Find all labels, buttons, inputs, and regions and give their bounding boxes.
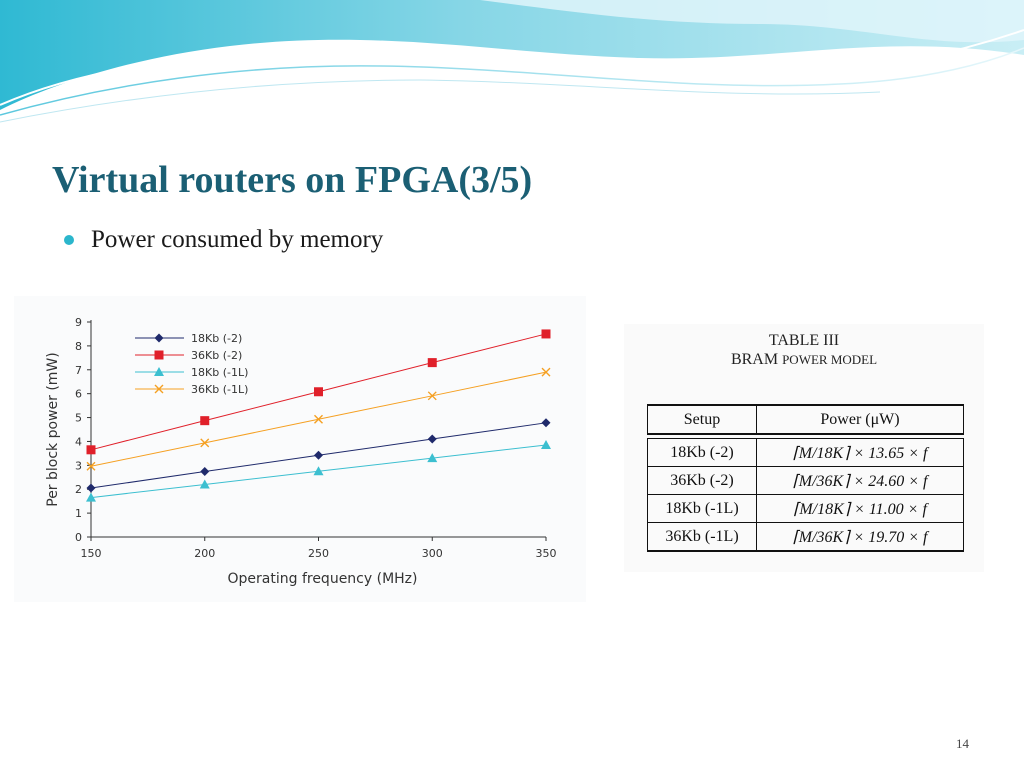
legend-marker bbox=[154, 384, 164, 394]
y-tick-label: 2 bbox=[75, 483, 82, 496]
x-axis-label: Operating frequency (MHz) bbox=[228, 571, 418, 587]
table-caption-title-rest: POWER MODEL bbox=[782, 352, 878, 367]
y-tick-label: 9 bbox=[75, 316, 82, 329]
data-point bbox=[314, 387, 323, 397]
data-point bbox=[427, 391, 437, 401]
data-point bbox=[86, 445, 96, 455]
table-caption-title-first: BRAM bbox=[730, 351, 783, 368]
table-row: 18Kb (-1L) ⌈M/18K⌉ × 11.00 × f bbox=[647, 494, 964, 523]
data-point bbox=[427, 453, 438, 463]
slide-title: Virtual routers on FPGA(3/5) bbox=[52, 159, 533, 201]
bram-power-table: Setup Power (μW) 18Kb (-2) ⌈M/18K⌉ × 13.… bbox=[647, 404, 964, 552]
x-tick-label: 200 bbox=[194, 547, 215, 560]
power-chart-svg: 0 1 2 3 4 5 6 7 8 9 150 200 250 300 350 Operating frequ… bbox=[45, 316, 557, 587]
data-point bbox=[541, 367, 551, 377]
table-cell-power: ⌈M/18K⌉ × 11.00 × f bbox=[756, 494, 964, 523]
data-point bbox=[86, 492, 96, 502]
y-tick-label: 0 bbox=[75, 531, 82, 544]
data-point bbox=[313, 466, 324, 476]
power-chart: 0 1 2 3 4 5 6 7 8 9 150 200 250 300 350 Operating frequ… bbox=[14, 296, 586, 602]
legend-label: 18Kb (-1L) bbox=[191, 366, 248, 379]
table-cell-power: ⌈M/36K⌉ × 24.60 × f bbox=[756, 466, 964, 495]
table-cell-power: ⌈M/36K⌉ × 19.70 × f bbox=[756, 522, 964, 552]
y-tick-label: 8 bbox=[75, 340, 82, 353]
x-tick-label: 150 bbox=[81, 547, 102, 560]
data-point bbox=[541, 440, 551, 450]
y-tick-label: 1 bbox=[75, 507, 82, 520]
y-tick-label: 6 bbox=[75, 388, 82, 401]
bullet-item: Power consumed by memory bbox=[64, 226, 383, 254]
table-row: 36Kb (-1L) ⌈M/36K⌉ × 19.70 × f bbox=[647, 522, 964, 552]
table-cell-setup: 18Kb (-2) bbox=[647, 438, 757, 467]
x-tick-label: 350 bbox=[536, 547, 557, 560]
data-point bbox=[541, 418, 551, 428]
data-point bbox=[86, 461, 96, 471]
legend-label: 18Kb (-2) bbox=[191, 332, 242, 345]
table-row: 18Kb (-2) ⌈M/18K⌉ × 13.65 × f bbox=[647, 438, 964, 467]
data-point bbox=[427, 358, 437, 368]
y-axis-label: Per block power (mW) bbox=[45, 352, 61, 507]
table-header-power: Power (μW) bbox=[756, 404, 964, 435]
table-cell-setup: 36Kb (-1L) bbox=[647, 522, 757, 552]
table-caption-number: TABLE III bbox=[768, 332, 840, 349]
table-header-row: Setup Power (μW) bbox=[647, 404, 964, 435]
data-point bbox=[199, 479, 210, 489]
legend-label: 36Kb (-2) bbox=[191, 349, 242, 362]
legend-marker bbox=[154, 367, 164, 376]
data-point bbox=[200, 467, 210, 477]
table-row: 36Kb (-2) ⌈M/36K⌉ × 24.60 × f bbox=[647, 466, 964, 495]
table-cell-setup: 18Kb (-1L) bbox=[647, 494, 757, 523]
data-point bbox=[427, 434, 437, 444]
header-wave-decoration bbox=[0, 0, 1024, 123]
y-tick-label: 3 bbox=[75, 459, 82, 472]
bullet-dot-icon bbox=[64, 235, 74, 245]
y-tick-label: 4 bbox=[75, 435, 82, 448]
data-point bbox=[314, 414, 323, 424]
legend-marker bbox=[154, 333, 164, 343]
table-header-setup: Setup bbox=[647, 404, 757, 435]
legend-marker bbox=[154, 350, 164, 360]
table-cell-power: ⌈M/18K⌉ × 13.65 × f bbox=[756, 438, 964, 467]
data-point bbox=[314, 450, 323, 460]
bullet-text: Power consumed by memory bbox=[91, 226, 384, 253]
page-number: 14 bbox=[956, 736, 969, 751]
data-point bbox=[200, 438, 210, 448]
data-point bbox=[541, 329, 551, 339]
data-point bbox=[200, 416, 210, 426]
table-caption-title: BRAM POWER MODEL bbox=[624, 351, 984, 369]
bram-power-table-figure: TABLE III BRAM POWER MODEL Setup Power (… bbox=[624, 324, 984, 572]
data-point bbox=[86, 483, 96, 493]
legend-label: 36Kb (-1L) bbox=[191, 383, 248, 396]
x-tick-label: 300 bbox=[422, 547, 443, 560]
x-tick-label: 250 bbox=[308, 547, 329, 560]
y-tick-label: 7 bbox=[75, 364, 82, 377]
table-cell-setup: 36Kb (-2) bbox=[647, 466, 757, 495]
y-tick-label: 5 bbox=[75, 412, 82, 425]
